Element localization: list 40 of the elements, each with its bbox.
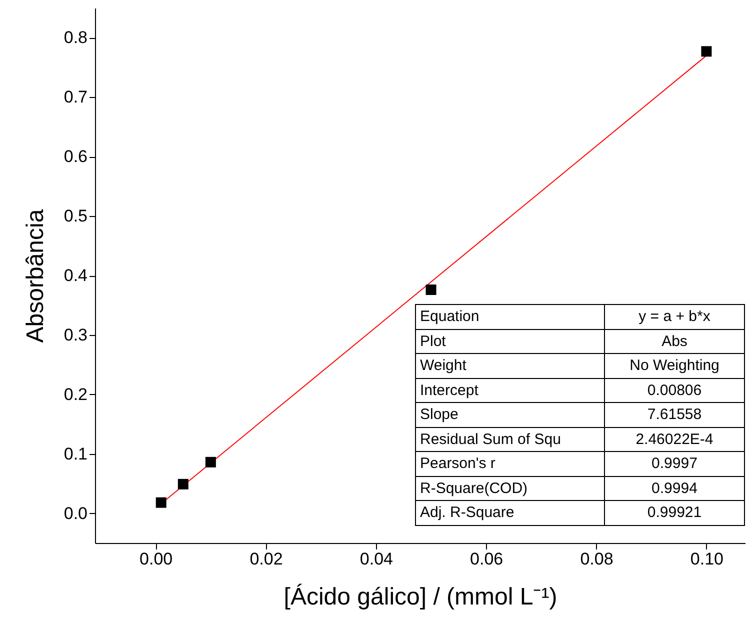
x-tick-label: 0.04: [360, 550, 393, 568]
y-tick-label: 0.8: [64, 28, 88, 48]
y-tick-label: 0.7: [64, 88, 88, 107]
annotation: Plot: [416, 329, 604, 354]
annotation: 0.9994: [604, 476, 744, 500]
y-tick-label: 0.3: [64, 325, 88, 344]
point: [205, 456, 216, 468]
annotation: No Weighting: [604, 354, 744, 378]
x-tick-label: 0.08: [580, 550, 614, 568]
annotation: 0.00806: [604, 378, 744, 402]
annotation: Intercept: [416, 378, 604, 402]
point: [178, 478, 188, 490]
annotation: Adj. R-Square: [416, 500, 604, 525]
y-tick-label: 0.1: [64, 444, 88, 464]
point: [156, 497, 166, 508]
y-tick-label: 0.2: [64, 384, 88, 404]
x-tick-label: 0.10: [690, 550, 724, 568]
annotation: R-Square(COD): [416, 476, 604, 500]
x-axis-title: [Ácido gálico] / (mmol L⁻¹): [284, 584, 558, 610]
annotation: 0.9997: [604, 452, 744, 476]
annotation: Slope: [416, 402, 604, 427]
y-tick-label: 0.6: [64, 147, 88, 166]
x-tick-label: 0.00: [140, 550, 173, 568]
x-tick-label: 0.06: [470, 550, 504, 568]
point: [701, 46, 712, 57]
annotation: Pearson's r: [416, 452, 604, 476]
y-tick-label: 0.0: [64, 504, 88, 523]
annotation: Equation: [416, 304, 604, 329]
annotation: Abs: [604, 329, 744, 354]
annotation: 0.99921: [604, 500, 744, 525]
y-tick-label: 0.5: [64, 206, 88, 226]
x-tick-label: 0.02: [250, 550, 283, 568]
annotation: Residual Sum of Squ: [416, 427, 604, 452]
annotation: Weight: [416, 354, 604, 378]
y-tick-label: 0.4: [64, 266, 88, 285]
annotation: 2.46022E-4: [604, 427, 744, 452]
y-axis-title: Absorbância: [22, 208, 49, 343]
annotation: y = a + b*x: [604, 304, 744, 329]
annotation: 7.61558: [604, 402, 744, 427]
point: [426, 284, 436, 296]
